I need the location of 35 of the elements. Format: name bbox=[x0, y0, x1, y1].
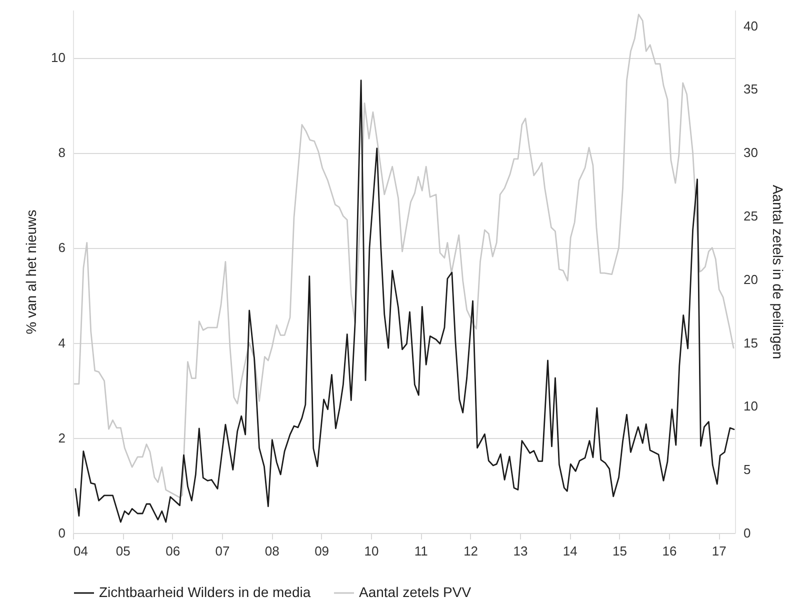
x-tick-label: 09 bbox=[314, 544, 330, 558]
y-tick-label: 6 bbox=[58, 240, 66, 256]
y2-tick-label: 10 bbox=[744, 398, 758, 414]
y-tick-label: 10 bbox=[51, 50, 66, 66]
x-tick-label: 08 bbox=[264, 544, 280, 558]
line-series bbox=[74, 80, 735, 523]
x-tick-label: 04 bbox=[74, 544, 88, 558]
y2-tick-label: 5 bbox=[744, 462, 751, 478]
y2-tick-label: 40 bbox=[744, 18, 758, 34]
y-tick-label: 0 bbox=[58, 526, 66, 540]
x-tick-label: 10 bbox=[364, 544, 379, 558]
y2-axis-title: Aantal zetels in de peilingen bbox=[770, 184, 786, 360]
x-tick-label: 06 bbox=[166, 544, 180, 558]
legend-label: Aantal zetels PVV bbox=[359, 584, 472, 600]
y2-tick-label: 35 bbox=[744, 82, 758, 97]
x-tick-label: 17 bbox=[712, 544, 726, 558]
x-tick-label: 16 bbox=[662, 544, 677, 558]
legend-label: Zichtbaarheid Wilders in de media bbox=[99, 584, 311, 600]
y-tick-label: 8 bbox=[58, 145, 66, 160]
y-tick-label: 2 bbox=[58, 430, 66, 446]
x-tick-label: 05 bbox=[116, 544, 130, 558]
x-tick-label: 13 bbox=[513, 544, 528, 558]
y2-tick-label: 25 bbox=[744, 208, 758, 224]
y-axis-title: % van al het nieuws bbox=[23, 210, 40, 334]
x-tick-label: 12 bbox=[464, 544, 478, 558]
x-tick-label: 11 bbox=[414, 544, 428, 558]
x-tick-label: 14 bbox=[562, 544, 578, 558]
y2-tick-label: 30 bbox=[744, 145, 758, 160]
y2-tick-label: 15 bbox=[744, 335, 758, 350]
x-tick-label: 07 bbox=[215, 544, 230, 558]
y2-tick-label: 20 bbox=[744, 272, 758, 287]
line-series bbox=[74, 14, 734, 498]
y2-tick-label: 0 bbox=[744, 526, 751, 540]
x-tick-label: 15 bbox=[612, 544, 628, 558]
y-tick-label: 4 bbox=[58, 335, 66, 350]
